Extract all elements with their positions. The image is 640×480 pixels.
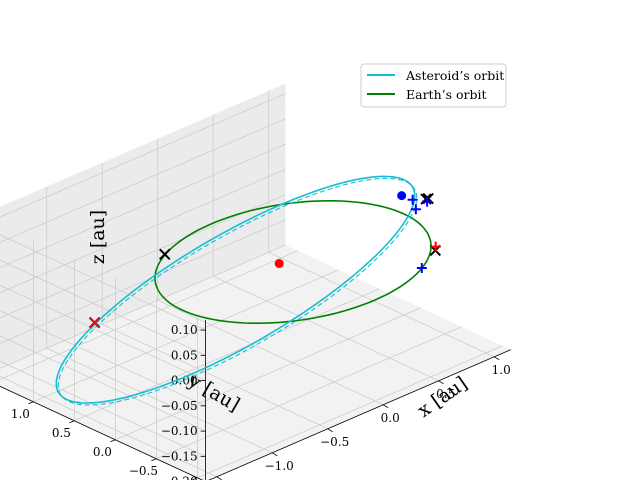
z-tick-label: 0.00 (171, 374, 198, 388)
z-gridline-back (0, 118, 286, 243)
z-tick-label: −0.20 (161, 475, 198, 480)
y-tick-mark (192, 477, 198, 480)
y-gridline-floor (74, 288, 380, 422)
x-tick-mark (438, 380, 444, 385)
x-marker (159, 248, 171, 260)
z-gridline-left (0, 360, 206, 457)
axes-panes (0, 83, 511, 480)
asteroid-orbit-line (55, 175, 416, 404)
x-marker (88, 316, 101, 329)
y-tick-label: 1.0 (11, 407, 30, 421)
z-gridline-left (0, 310, 206, 407)
z-gridline-back (0, 194, 286, 319)
x-tick-label: 1.0 (492, 363, 511, 377)
x-gridline-floor (102, 323, 328, 430)
axes-ticks: −1.5−1.0−0.50.00.51.01.51.00.50.0−0.5−1.… (11, 323, 511, 480)
z-gridline-back (0, 93, 286, 218)
back-wall-pane (0, 83, 286, 369)
z-gridline-back (0, 169, 286, 294)
y-tick-label: 0.0 (93, 445, 112, 459)
legend-label-earth: Earth’s orbit (406, 87, 487, 102)
orbit-series (55, 175, 432, 406)
y-axis-line (0, 385, 204, 480)
x-tick-label: 0.0 (381, 411, 400, 425)
x-gridline-floor (46, 347, 273, 454)
x-tick-mark (327, 428, 333, 433)
plus-marker (422, 196, 433, 207)
z-gridline-back (0, 143, 286, 268)
z-gridline-left (0, 335, 206, 432)
x-gridline-floor (0, 375, 217, 478)
x-tick-label: −1.0 (265, 459, 294, 473)
dot-marker (397, 191, 407, 201)
y-tick-mark (110, 439, 116, 443)
x-tick-mark (493, 356, 500, 361)
y-tick-mark (28, 401, 34, 405)
x-tick-label: −0.5 (320, 435, 349, 449)
y-gridline-floor (197, 345, 503, 479)
y-gridline-floor (33, 269, 339, 403)
asteroid-orbit-dashed-line (57, 177, 418, 406)
z-tick-label: −0.15 (161, 449, 198, 463)
legend-box (360, 63, 507, 108)
z-tick-label: 0.10 (171, 323, 198, 337)
plus-marker (416, 263, 427, 273)
z-axis-label: z [au] (87, 210, 109, 264)
z-tick-label: 0.05 (171, 348, 198, 362)
plus-marker (407, 194, 418, 205)
x-axis-line (208, 349, 511, 480)
y-tick-label: −0.5 (129, 464, 158, 478)
legend-label-asteroid: Asteroid’s orbit (405, 68, 504, 83)
y-gridline-floor (0, 250, 298, 380)
earth-orbit-line (154, 200, 432, 325)
x-gridline-floor (213, 275, 439, 382)
dot-marker (274, 259, 284, 269)
y-gridline-floor (115, 307, 421, 441)
x-tick-mark (216, 476, 222, 480)
legend: Asteroid’s orbit Earth’s orbit (360, 63, 507, 108)
x-tick-mark (271, 452, 278, 457)
y-tick-mark (69, 420, 75, 424)
z-tick-label: −0.10 (161, 424, 198, 438)
orbit-markers (88, 191, 442, 329)
x-tick-mark (382, 404, 389, 409)
y-tick-label: 0.5 (52, 426, 71, 440)
x-tick-label: 0.5 (436, 387, 455, 401)
plus-marker (430, 241, 441, 252)
z-tick-label: −0.05 (161, 399, 198, 413)
y-tick-mark (151, 458, 157, 462)
axes-edges (0, 320, 511, 480)
z-gridline-back (0, 219, 286, 344)
plus-marker (410, 204, 421, 215)
z-gridline-back (0, 244, 286, 369)
x-gridline-floor (268, 251, 495, 358)
x-gridline-floor (157, 299, 384, 406)
y-gridline-floor (156, 326, 462, 460)
